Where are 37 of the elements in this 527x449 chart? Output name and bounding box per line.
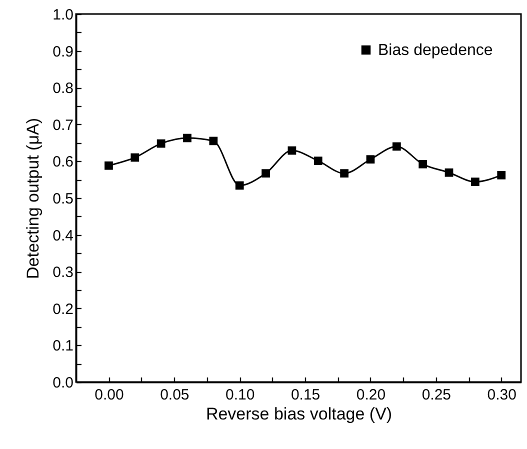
y-tick-label: 0.3: [52, 264, 74, 282]
point: [288, 146, 296, 155]
point: [183, 134, 192, 142]
y-tick-label: 0.7: [52, 116, 74, 134]
legend-label: Bias depedence: [378, 42, 493, 59]
point: [130, 153, 140, 162]
x-tick-label: 0.30: [487, 386, 516, 404]
y-tick-label: 0.9: [52, 43, 74, 60]
point: [366, 155, 375, 164]
x-tick-label: 0.05: [160, 386, 190, 404]
y-tick-label: 0.4: [52, 227, 74, 244]
x-tick-label: 0.20: [356, 386, 386, 404]
y-axis-title: Detecting output (μA): [24, 118, 43, 279]
y-tick-label: 0.2: [52, 300, 74, 318]
point: [235, 181, 244, 190]
x-tick-label: 0.10: [226, 386, 255, 404]
x-tick-label: 0.15: [290, 386, 320, 404]
point: [314, 156, 322, 166]
y-tick-label: 0.1: [52, 338, 74, 355]
y-tick-label: 0.6: [52, 154, 74, 171]
y-tick-label: 0.0: [52, 374, 74, 392]
point: [340, 169, 348, 178]
y-tick-label: 0.8: [52, 80, 74, 98]
point: [262, 169, 270, 178]
point: [209, 136, 218, 146]
point: [497, 171, 506, 180]
x-axis-title: Reverse bias voltage (V): [206, 404, 392, 424]
x-tick-label: 0.25: [422, 386, 452, 404]
x-tick-label: 0.00: [94, 386, 124, 404]
point: [392, 142, 401, 151]
y-tick-label: 1.0: [52, 6, 74, 24]
y-tick-label: 0.5: [52, 190, 74, 208]
point: [444, 168, 454, 177]
point: [418, 160, 428, 168]
point: [156, 139, 166, 148]
point: [471, 178, 480, 186]
point: [104, 161, 113, 170]
